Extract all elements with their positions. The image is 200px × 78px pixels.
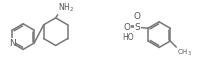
- Text: NH$_2$: NH$_2$: [58, 1, 74, 14]
- Text: HO: HO: [123, 33, 134, 42]
- Text: N: N: [9, 39, 15, 48]
- Text: O: O: [123, 23, 130, 32]
- Text: S: S: [134, 23, 140, 32]
- Text: CH$_3$: CH$_3$: [177, 48, 192, 58]
- Text: O: O: [134, 12, 141, 21]
